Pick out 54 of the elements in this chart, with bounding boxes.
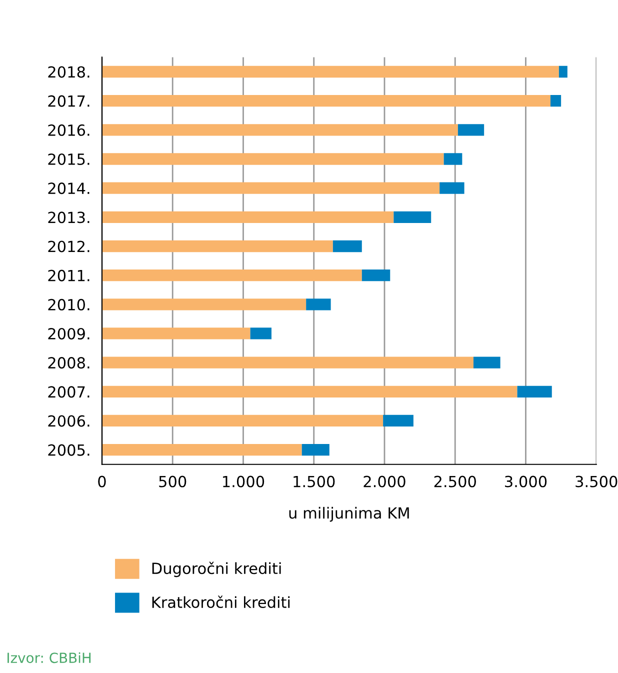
bar	[102, 386, 518, 398]
bar	[558, 66, 568, 78]
bar	[306, 298, 331, 310]
y-tick-label: 2006.	[48, 415, 90, 427]
bar	[362, 270, 390, 282]
bar	[302, 444, 330, 456]
y-tick-label: 2016.	[48, 124, 90, 136]
bar	[440, 182, 464, 194]
bar	[102, 414, 384, 427]
y-tick-label: 2011.	[48, 270, 90, 282]
y-tick-label: 2013.	[48, 212, 90, 224]
bar	[102, 328, 250, 340]
y-tick-label: 2008.	[48, 357, 90, 369]
bar	[444, 153, 462, 165]
bar	[102, 153, 444, 165]
bar	[102, 124, 458, 136]
bar	[332, 240, 362, 252]
bar	[102, 270, 362, 282]
y-tick-label: 2005.	[48, 444, 90, 456]
bar	[383, 414, 414, 427]
bar	[102, 240, 333, 252]
y-tick-label: 2014.	[48, 182, 90, 194]
x-axis-title: u milijunima KM	[289, 506, 409, 522]
bar	[473, 356, 500, 368]
y-tick-label: 2009.	[48, 328, 90, 340]
bar	[550, 95, 562, 107]
bar	[250, 328, 272, 340]
y-tick-label: 2012.	[48, 240, 90, 252]
y-tick-label: 2017.	[48, 95, 90, 107]
legend-label: Dugoročni krediti	[152, 562, 281, 578]
y-tick-label: 2007.	[48, 386, 90, 398]
bar	[102, 95, 550, 107]
y-tick-label: 2010.	[48, 298, 90, 310]
x-tick-label: 0	[98, 476, 106, 488]
bar	[394, 211, 432, 223]
x-tick-label: 3.500	[576, 476, 618, 488]
bar	[102, 444, 302, 456]
y-tick-label: 2015.	[48, 153, 90, 166]
legend-label: Kratkoročni krediti	[152, 596, 290, 608]
bar	[102, 66, 559, 78]
bar	[102, 356, 474, 368]
x-tick-label: 1.000	[223, 476, 264, 488]
x-tick-label: 2.500	[434, 476, 476, 488]
text: Izvor: CBBiH	[8, 652, 91, 664]
bar	[102, 298, 306, 310]
y-tick-label: 2018.	[48, 66, 90, 78]
x-tick-label: 3.000	[505, 476, 547, 488]
bar	[517, 386, 552, 398]
x-tick-label: 500	[159, 476, 186, 488]
bar	[458, 124, 484, 136]
x-tick-label: 2.000	[364, 476, 406, 488]
x-tick-label: 1.500	[294, 476, 335, 488]
bar	[102, 211, 394, 223]
bar	[102, 182, 440, 194]
